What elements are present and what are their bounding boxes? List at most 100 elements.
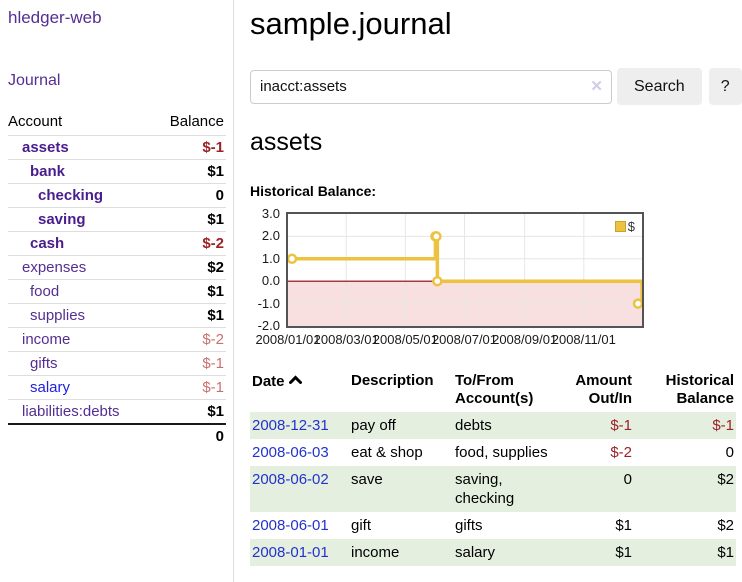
accounts-total-row: 0 xyxy=(8,423,226,448)
x-axis-tick-label: 2008/03/01 xyxy=(313,332,379,347)
legend-swatch-icon xyxy=(614,221,626,232)
account-row: saving $1 xyxy=(8,207,226,232)
account-balance: $1 xyxy=(153,159,226,184)
transaction-row[interactable]: 2008-06-02 save saving, checking 0 $2 xyxy=(250,466,736,512)
transaction-balance: 0 xyxy=(725,444,734,461)
accounts-table: Account Balance assets $-1 bank $1 checking 0… xyxy=(8,110,226,448)
transaction-accounts: salary xyxy=(455,544,496,561)
account-balance: $1 xyxy=(153,279,226,304)
transaction-accounts: gifts xyxy=(455,517,483,534)
account-row: checking 0 xyxy=(8,183,226,208)
account-row: food $1 xyxy=(8,279,226,304)
sidebar-item-journal[interactable]: Journal xyxy=(8,72,61,89)
account-row: supplies $1 xyxy=(8,303,226,328)
x-axis-tick-label: 2008/09/01 xyxy=(492,332,558,347)
account-balance: $-1 xyxy=(153,135,226,160)
account-link-food[interactable]: food xyxy=(30,283,60,300)
transaction-amount: $-1 xyxy=(610,417,632,434)
register-header-description: Description xyxy=(351,372,434,389)
search-input[interactable] xyxy=(250,69,612,104)
account-link-expenses[interactable]: expenses xyxy=(22,259,87,276)
account-row: income $-2 xyxy=(8,327,226,352)
account-row: gifts $-1 xyxy=(8,351,226,376)
account-link-liabilities-debts[interactable]: liabilities:debts xyxy=(22,403,120,420)
transaction-description: income xyxy=(351,544,400,561)
account-link-gifts[interactable]: gifts xyxy=(30,355,58,372)
transaction-date-link[interactable]: 2008-12-31 xyxy=(252,417,329,434)
transaction-accounts: debts xyxy=(455,417,492,434)
account-row: bank $1 xyxy=(8,159,226,184)
account-balance: 0 xyxy=(153,183,226,208)
transaction-date: 2008-06-02 xyxy=(250,466,349,512)
help-button[interactable]: ? xyxy=(708,68,742,105)
account-balance: $1 xyxy=(153,303,226,328)
transaction-description: save xyxy=(351,471,383,488)
transaction-accounts: food, supplies xyxy=(455,444,548,461)
clear-search-icon[interactable]: ✕ xyxy=(590,77,603,95)
transaction-balance: $-1 xyxy=(712,417,734,434)
account-row: cash $-2 xyxy=(8,231,226,256)
historical-balance-chart: $ 3.0 2.0 1.0 0.0 -1.0 -2.0 2008/01/01 2008/03/… xyxy=(250,206,742,348)
chart-series xyxy=(288,214,642,326)
transaction-row[interactable]: 2008-06-01 gift gifts $1 $2 xyxy=(250,512,736,539)
accounts-header-account: Account xyxy=(8,113,63,130)
y-axis-tick-label: 3.0 xyxy=(261,206,280,221)
transaction-description: pay off xyxy=(351,417,396,434)
transaction-balance: $1 xyxy=(717,544,734,561)
account-link-assets[interactable]: assets xyxy=(22,139,69,156)
account-balance: $1 xyxy=(153,399,226,424)
transaction-accounts: saving, checking xyxy=(455,471,515,507)
register-header-date[interactable]: Date xyxy=(250,370,349,412)
account-row: assets $-1 xyxy=(8,135,226,160)
account-link-saving[interactable]: saving xyxy=(38,211,86,228)
sidebar: hledger-web Journal Account Balance asse… xyxy=(0,0,234,582)
transaction-date-link[interactable]: 2008-06-02 xyxy=(252,471,329,488)
transaction-row[interactable]: 2008-06-03 eat & shop food, supplies $-2 0 xyxy=(250,439,736,466)
account-balance: $-1 xyxy=(153,351,226,376)
y-axis-tick-label: -2.0 xyxy=(257,318,280,333)
account-link-salary[interactable]: salary xyxy=(30,379,71,396)
account-link-checking[interactable]: checking xyxy=(38,187,104,204)
accounts-header-balance: Balance xyxy=(169,113,224,130)
account-heading: assets xyxy=(250,128,323,156)
transaction-date: 2008-01-01 xyxy=(250,539,349,566)
main-content: sample.journal ✕ Search ? assets Histori… xyxy=(250,0,742,566)
transaction-row[interactable]: 2008-01-01 income salary $1 $1 xyxy=(250,539,736,566)
legend-label: $ xyxy=(627,219,635,234)
transaction-row[interactable]: 2008-12-31 pay off debts $-1 $-1 xyxy=(250,412,736,439)
transaction-date-link[interactable]: 2008-06-01 xyxy=(252,517,329,534)
account-link-supplies[interactable]: supplies xyxy=(30,307,86,324)
transaction-amount: $1 xyxy=(615,517,632,534)
accounts-total-value: 0 xyxy=(153,423,226,448)
transaction-description: eat & shop xyxy=(351,444,423,461)
transaction-amount: $1 xyxy=(615,544,632,561)
account-link-bank[interactable]: bank xyxy=(30,163,66,180)
transaction-amount: $-2 xyxy=(610,444,632,461)
transaction-description: gift xyxy=(351,517,372,534)
account-balance: $-2 xyxy=(153,231,226,256)
account-row: expenses $2 xyxy=(8,255,226,280)
account-row: salary $-1 xyxy=(8,375,226,400)
register-header-accounts: To/From Account(s) xyxy=(455,372,534,407)
transaction-date-link[interactable]: 2008-01-01 xyxy=(252,544,329,561)
transaction-balance: $2 xyxy=(717,471,734,488)
register-header-amount: Amount Out/In xyxy=(575,372,632,407)
x-axis-tick-label: 2008/05/01 xyxy=(372,332,438,347)
x-axis-tick-label: 2008/11/01 xyxy=(551,332,616,347)
chart-plot-area: $ xyxy=(286,212,644,328)
page-title: sample.journal xyxy=(250,6,452,41)
account-balance: $1 xyxy=(153,207,226,232)
search-button[interactable]: Search xyxy=(617,68,702,105)
transaction-balance: $2 xyxy=(717,517,734,534)
account-row: liabilities:debts $1 xyxy=(8,399,226,424)
chart-title: Historical Balance: xyxy=(250,183,377,199)
transaction-amount: 0 xyxy=(623,471,632,488)
account-link-income[interactable]: income xyxy=(22,331,71,348)
account-link-cash[interactable]: cash xyxy=(30,235,65,252)
account-balance: $-1 xyxy=(153,375,226,400)
transaction-date-link[interactable]: 2008-06-03 xyxy=(252,444,329,461)
app-title-link[interactable]: hledger-web xyxy=(8,8,102,27)
transaction-date: 2008-06-01 xyxy=(250,512,349,539)
x-axis-tick-label: 2008/07/01 xyxy=(431,332,498,347)
y-axis-tick-label: 0.0 xyxy=(261,273,280,289)
